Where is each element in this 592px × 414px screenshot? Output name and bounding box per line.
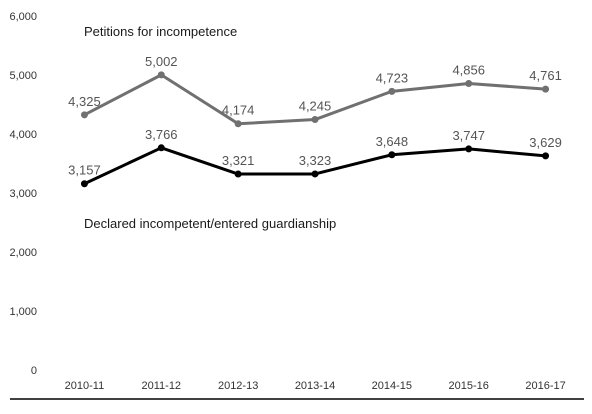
data-point: [80, 180, 88, 188]
series-label-petitions: Petitions for incompetence: [84, 24, 237, 39]
data-point: [542, 85, 550, 93]
series-label-declared: Declared incompetent/entered guardianshi…: [84, 216, 336, 231]
x-tick-label: 2014-15: [372, 380, 412, 392]
x-tick-label: 2016-17: [525, 380, 565, 392]
data-point: [80, 111, 88, 119]
y-axis-ticks: 0 1,000 2,000 3,000 4,000 5,000 6,000: [9, 11, 37, 377]
x-tick-label: 2010-11: [65, 380, 105, 392]
data-label: 3,321: [222, 153, 255, 168]
data-label: 3,629: [529, 135, 562, 150]
data-point: [234, 120, 242, 128]
data-label: 4,761: [529, 68, 562, 83]
data-point: [465, 79, 473, 87]
data-point: [388, 87, 396, 95]
y-tick-label: 0: [31, 365, 37, 377]
data-label: 3,648: [376, 134, 409, 149]
y-tick-label: 6,000: [9, 11, 37, 23]
y-tick-label: 2,000: [9, 247, 37, 259]
data-point: [234, 170, 242, 178]
x-tick-label: 2011-12: [142, 380, 182, 392]
data-label: 3,747: [452, 128, 485, 143]
y-tick-label: 1,000: [9, 306, 37, 318]
data-point: [542, 152, 550, 160]
data-point: [311, 116, 319, 124]
data-label: 4,856: [452, 62, 485, 77]
x-tick-label: 2013-14: [295, 380, 335, 392]
data-point: [311, 170, 319, 178]
data-label: 4,325: [68, 94, 101, 109]
x-tick-label: 2015-16: [449, 380, 489, 392]
y-tick-label: 4,000: [9, 129, 37, 141]
x-tick-label: 2012-13: [218, 380, 258, 392]
data-point: [465, 145, 473, 153]
series-layer: 4,325 5,002 4,174 4,245 4,723 4,856 4,761 3,157…: [68, 54, 562, 188]
data-label: 4,245: [299, 99, 332, 114]
data-label: 4,723: [376, 70, 409, 85]
data-point: [388, 151, 396, 159]
data-label: 3,323: [299, 153, 332, 168]
y-tick-label: 3,000: [9, 188, 37, 200]
data-label: 4,174: [222, 103, 255, 118]
data-point: [157, 144, 165, 152]
y-tick-label: 5,000: [9, 70, 37, 82]
data-label: 3,157: [68, 163, 101, 178]
data-label: 3,766: [145, 127, 178, 142]
data-point: [157, 71, 165, 79]
data-label: 5,002: [145, 54, 178, 69]
x-axis-ticks: 2010-11 2011-12 2012-13 2013-14 2014-15 2015-…: [65, 380, 566, 392]
